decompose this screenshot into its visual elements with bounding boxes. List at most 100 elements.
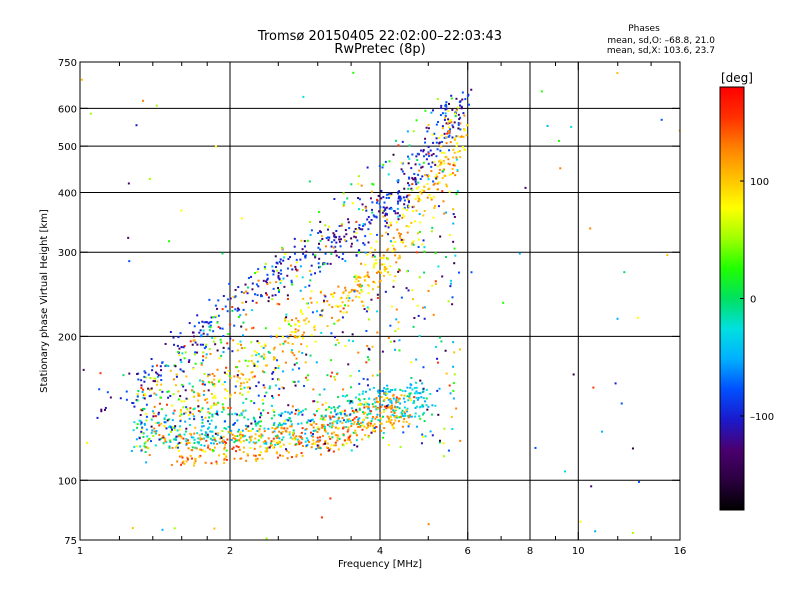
scatter-point — [234, 308, 237, 311]
scatter-point — [374, 248, 377, 251]
scatter-point — [429, 392, 432, 395]
scatter-point — [183, 357, 186, 360]
scatter-point — [169, 394, 172, 397]
y-tick-label: 200 — [58, 332, 77, 343]
scatter-point — [377, 194, 380, 197]
scatter-point — [463, 148, 466, 151]
scatter-point — [169, 439, 172, 442]
scatter-point — [248, 386, 251, 389]
scatter-point — [401, 389, 404, 392]
scatter-point — [320, 331, 323, 334]
scatter-point — [211, 372, 214, 375]
scatter-point — [452, 382, 455, 385]
scatter-point — [406, 209, 409, 212]
scatter-point — [442, 442, 445, 445]
scatter-point — [356, 410, 359, 413]
scatter-point — [366, 344, 369, 347]
scatter-point — [287, 341, 290, 344]
scatter-point — [249, 429, 252, 432]
scatter-point — [534, 446, 537, 449]
scatter-point — [182, 370, 185, 373]
scatter-point — [290, 349, 293, 352]
scatter-point — [357, 420, 360, 423]
scatter-point — [143, 392, 146, 395]
scatter-point — [351, 419, 354, 422]
scatter-point — [397, 191, 400, 194]
scatter-point — [417, 195, 420, 198]
scatter-point — [211, 383, 214, 386]
scatter-point — [299, 289, 302, 292]
scatter-point — [454, 254, 457, 257]
scatter-point — [263, 442, 266, 445]
scatter-point — [242, 451, 245, 454]
scatter-point — [392, 236, 395, 239]
scatter-point — [211, 413, 214, 416]
scatter-point — [251, 427, 254, 430]
scatter-point — [156, 380, 159, 383]
scatter-point — [255, 385, 258, 388]
scatter-point — [570, 125, 573, 128]
scatter-point — [678, 129, 680, 132]
scatter-point — [436, 361, 439, 364]
scatter-point — [371, 417, 374, 420]
scatter-point — [408, 415, 411, 418]
scatter-point — [133, 405, 136, 408]
scatter-point — [371, 345, 374, 348]
scatter-point — [414, 197, 417, 200]
scatter-point — [449, 141, 452, 144]
scatter-point — [290, 456, 293, 459]
scatter-point — [380, 405, 383, 408]
scatter-point — [196, 432, 199, 435]
scatter-point — [274, 265, 277, 268]
scatter-point — [321, 309, 324, 312]
scatter-point — [365, 427, 368, 430]
scatter-point — [281, 335, 284, 338]
scatter-point — [231, 309, 234, 312]
scatter-point — [271, 395, 274, 398]
scatter-point — [315, 447, 318, 450]
scatter-point — [186, 397, 189, 400]
scatter-point — [392, 397, 395, 400]
scatter-point — [189, 454, 192, 457]
scatter-point — [160, 369, 163, 372]
scatter-point — [272, 273, 275, 276]
scatter-point — [447, 130, 450, 133]
scatter-point — [410, 221, 413, 224]
scatter-point — [364, 235, 367, 238]
scatter-point — [395, 308, 398, 311]
scatter-point — [284, 253, 287, 256]
scatter-point — [172, 393, 175, 396]
scatter-point — [358, 275, 361, 278]
scatter-point — [268, 387, 271, 390]
scatter-point — [253, 375, 256, 378]
scatter-point — [444, 104, 447, 107]
x-tick-label: 10 — [572, 546, 585, 557]
scatter-point — [265, 442, 268, 445]
scatter-point — [166, 390, 169, 393]
scatter-point — [355, 277, 358, 280]
scatter-point — [417, 245, 420, 248]
scatter-point — [218, 378, 221, 381]
scatter-point — [206, 427, 209, 430]
scatter-point — [222, 351, 225, 354]
scatter-point — [412, 205, 415, 208]
scatter-point — [355, 408, 358, 411]
scatter-point — [354, 396, 357, 399]
scatter-point — [278, 387, 281, 390]
scatter-point — [272, 446, 275, 449]
scatter-point — [182, 437, 185, 440]
scatter-point — [254, 433, 257, 436]
scatter-point — [436, 175, 439, 178]
scatter-point — [449, 282, 452, 285]
scatter-point — [439, 163, 442, 166]
scatter-point — [384, 220, 387, 223]
scatter-point — [288, 416, 291, 419]
scatter-point — [180, 346, 183, 349]
scatter-point — [358, 226, 361, 229]
scatter-point — [225, 441, 228, 444]
scatter-point — [227, 333, 230, 336]
scatter-point — [311, 433, 314, 436]
scatter-point — [300, 239, 303, 242]
scatter-point — [258, 430, 261, 433]
scatter-point — [175, 435, 178, 438]
